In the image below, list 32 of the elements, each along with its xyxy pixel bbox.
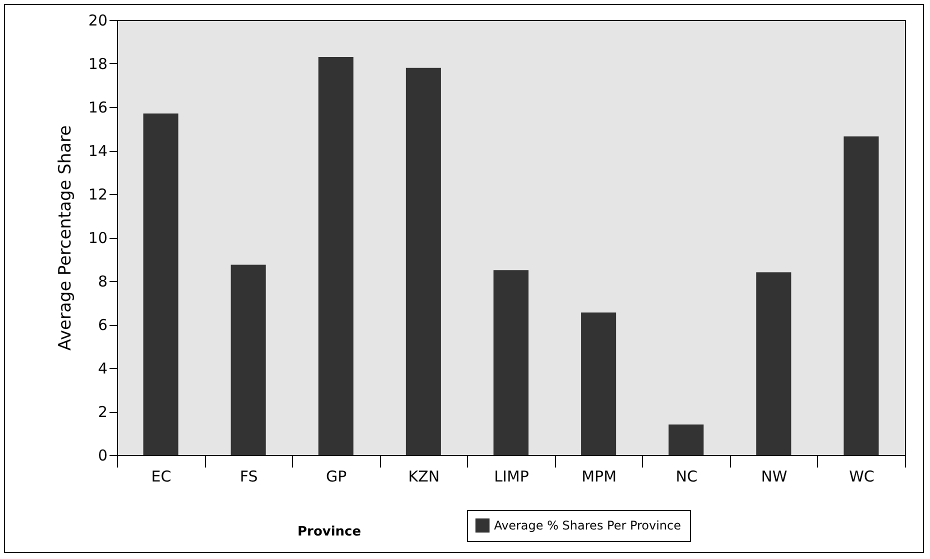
x-tick-label: FS xyxy=(240,468,258,486)
y-tick-label: 6 xyxy=(98,316,108,334)
y-tick-label: 10 xyxy=(88,229,108,247)
bar xyxy=(406,68,441,455)
y-tick-label: 16 xyxy=(88,98,108,116)
x-tick-label: NC xyxy=(676,468,698,486)
x-tick-label: NW xyxy=(761,468,788,486)
y-tick-label: 18 xyxy=(88,55,108,73)
y-axis-title: Average Percentage Share xyxy=(55,125,76,351)
bar xyxy=(668,424,704,455)
bar xyxy=(581,312,616,455)
x-tick-label: KZN xyxy=(408,468,440,486)
y-tick-label: 8 xyxy=(98,272,108,290)
y-tick-label: 12 xyxy=(88,186,108,204)
x-tick-label: WC xyxy=(849,468,874,486)
x-axis-title: Province xyxy=(298,524,362,540)
y-tick-label: 4 xyxy=(98,360,108,378)
bar xyxy=(844,136,879,455)
legend-label: Average % Shares Per Province xyxy=(494,518,682,532)
x-tick-label: LIMP xyxy=(494,468,529,486)
y-tick-label: 14 xyxy=(88,142,108,160)
y-tick-label: 0 xyxy=(98,446,108,464)
y-tick-label: 2 xyxy=(98,403,108,421)
y-tick-label: 20 xyxy=(88,12,108,30)
bar xyxy=(230,264,266,455)
bar xyxy=(143,114,178,455)
bar xyxy=(493,270,529,455)
bar xyxy=(318,56,354,455)
bar xyxy=(756,272,792,455)
x-tick-label: GP xyxy=(326,468,347,486)
x-tick-label: MPM xyxy=(582,468,617,486)
x-tick-label: EC xyxy=(151,468,172,486)
